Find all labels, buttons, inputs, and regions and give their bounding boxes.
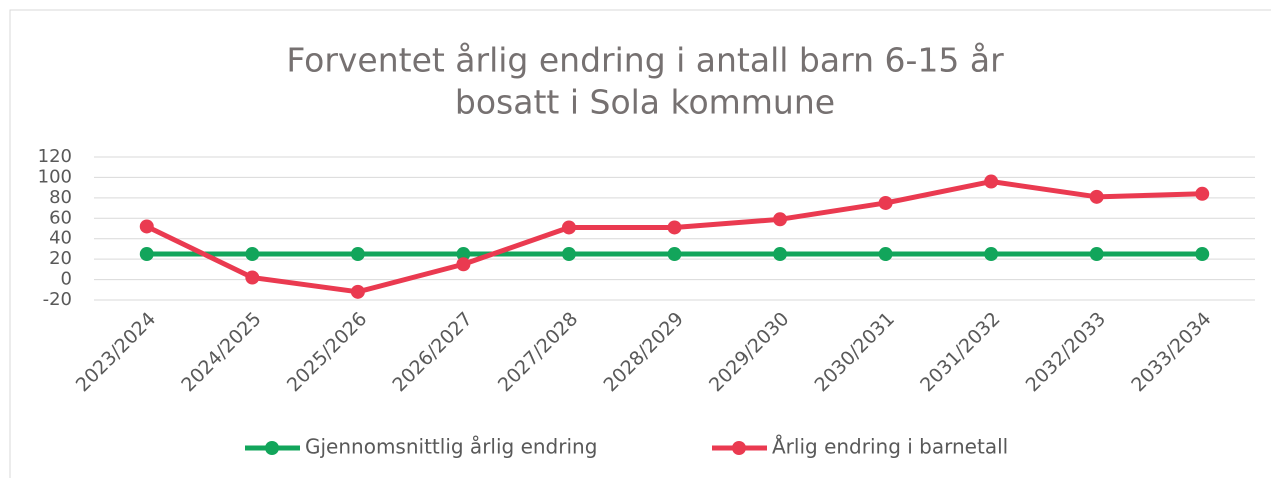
data-point <box>1089 247 1104 262</box>
y-tick-label: 100 <box>38 166 72 187</box>
data-point <box>561 247 576 262</box>
chart-title: Forventet årlig endring i antall barn 6-… <box>286 41 1004 80</box>
data-point <box>1195 247 1210 262</box>
data-point <box>984 247 999 262</box>
y-tick-label: 120 <box>38 146 72 167</box>
data-point <box>667 220 682 235</box>
y-tick-label: 80 <box>49 187 72 208</box>
y-tick-label: 40 <box>49 228 72 249</box>
legend-swatch <box>732 441 746 455</box>
data-point <box>878 195 893 210</box>
legend-swatch <box>265 441 279 455</box>
chart-border <box>9 9 1271 478</box>
data-point <box>139 247 154 262</box>
data-point <box>350 284 365 299</box>
data-point <box>245 270 260 285</box>
data-point <box>1195 186 1210 201</box>
y-tick-label: -20 <box>43 289 72 310</box>
data-point <box>245 247 260 262</box>
legend-label: Gjennomsnittlig årlig endring <box>305 435 597 459</box>
data-point <box>667 247 682 262</box>
data-point <box>773 247 788 262</box>
data-point <box>984 174 999 189</box>
data-point <box>139 219 154 234</box>
data-point <box>773 212 788 227</box>
legend-label: Årlig endring i barnetall <box>772 435 1008 459</box>
data-point <box>561 220 576 235</box>
y-tick-label: 60 <box>49 207 72 228</box>
y-tick-label: 0 <box>61 269 72 290</box>
data-point <box>1089 189 1104 204</box>
data-point <box>456 247 471 262</box>
data-point <box>456 257 471 272</box>
y-tick-label: 20 <box>49 248 72 269</box>
chart-title: bosatt i Sola kommune <box>455 83 835 122</box>
data-point <box>350 247 365 262</box>
data-point <box>878 247 893 262</box>
